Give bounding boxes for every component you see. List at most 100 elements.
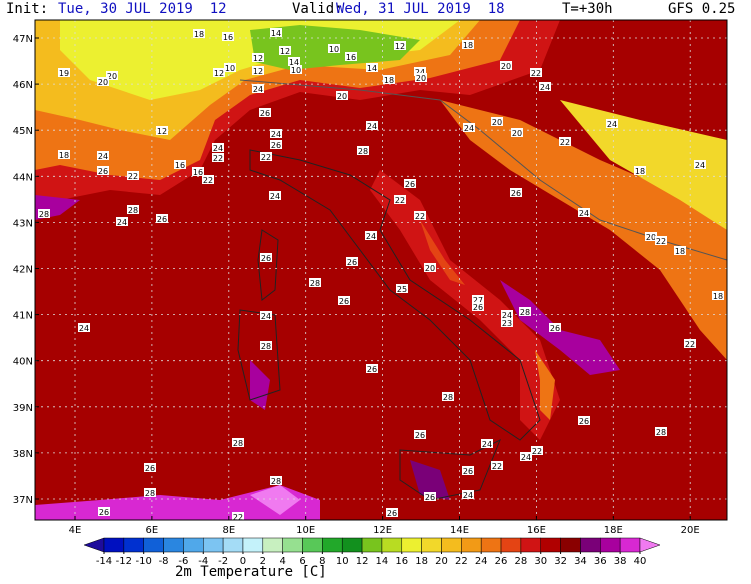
station-box xyxy=(415,73,427,82)
station-value: 16 xyxy=(175,161,185,170)
station-value: 28 xyxy=(656,428,666,437)
station-box xyxy=(396,284,408,293)
colorbar-cell xyxy=(381,537,403,553)
colorbar-cell xyxy=(262,537,283,553)
station-box xyxy=(531,446,543,455)
station-value: 24 xyxy=(579,209,589,218)
station-value: 18 xyxy=(463,41,473,50)
lat-label: 38N xyxy=(13,449,33,460)
station-value: 22 xyxy=(531,69,541,78)
lat-label: 44N xyxy=(13,172,33,183)
colorbar-cell xyxy=(441,537,462,553)
station-box xyxy=(156,126,168,135)
station-value: 24 xyxy=(540,83,550,92)
station-value: 22 xyxy=(685,340,695,349)
station-value: 28 xyxy=(145,489,155,498)
station-value: 24 xyxy=(117,218,127,227)
colorbar-label: 32 xyxy=(554,556,567,567)
station-box xyxy=(97,166,109,175)
station-box xyxy=(346,257,358,266)
station-value: 14 xyxy=(271,29,281,38)
colorbar-label: 8 xyxy=(319,556,325,567)
colorbar-label: 18 xyxy=(415,556,428,567)
lat-label: 39N xyxy=(13,403,33,414)
station-value: 20 xyxy=(501,62,511,71)
station-value: 24 xyxy=(415,68,425,77)
colorbar-cell xyxy=(600,537,621,553)
station-box xyxy=(414,211,426,220)
station-value: 25 xyxy=(397,285,407,294)
station-box xyxy=(462,40,474,49)
station-box xyxy=(98,507,110,516)
colorbar-cell xyxy=(203,537,224,553)
lat-label: 46N xyxy=(13,80,33,91)
colorbar-cell xyxy=(520,537,541,553)
station-box xyxy=(462,490,474,499)
lon-label: 8E xyxy=(222,525,235,536)
station-value: 22 xyxy=(656,237,666,246)
station-box xyxy=(481,439,493,448)
lat-label: 42N xyxy=(13,265,33,276)
station-value: 28 xyxy=(261,342,271,351)
colorbar-label: -4 xyxy=(198,556,208,567)
station-box xyxy=(58,150,70,159)
station-box xyxy=(366,121,378,130)
station-value: 24 xyxy=(270,192,280,201)
colorbar-cell xyxy=(401,537,422,553)
lat-label: 45N xyxy=(13,126,33,137)
colorbar-cell xyxy=(341,537,363,553)
station-box xyxy=(58,68,70,77)
station-box xyxy=(232,512,244,521)
station-box xyxy=(213,68,225,77)
colorbar-cell xyxy=(480,537,502,553)
station-value: 24 xyxy=(366,232,376,241)
station-box xyxy=(366,63,378,72)
station-box xyxy=(645,232,657,241)
station-box xyxy=(366,364,378,373)
station-box xyxy=(694,160,706,169)
station-box xyxy=(472,295,484,304)
station-box xyxy=(500,61,512,70)
station-value: 19 xyxy=(59,69,69,78)
station-box xyxy=(116,217,128,226)
station-box xyxy=(144,463,156,472)
station-box xyxy=(290,65,302,74)
colorbar-label: -14 xyxy=(96,556,112,567)
station-box xyxy=(288,57,300,66)
station-box xyxy=(336,91,348,100)
colorbar: -14 -12 -10 -8 -6 -4 -2 0 2 4 6 8 10 12 14 16 18 20 22 24 26… xyxy=(83,537,661,567)
station-box xyxy=(232,438,244,447)
station-box xyxy=(394,41,406,50)
station-value: 26 xyxy=(473,303,483,312)
station-value: 22 xyxy=(560,138,570,147)
valid-time: Wed, 31 JUL 2019 18 xyxy=(336,1,505,17)
station-box xyxy=(414,430,426,439)
colorbar-cell xyxy=(242,537,264,553)
station-value: 22 xyxy=(261,153,271,162)
colorbar-label: -2 xyxy=(218,556,228,567)
station-box xyxy=(270,28,282,37)
station-value: 26 xyxy=(157,215,167,224)
station-box xyxy=(578,416,590,425)
station-value: 20 xyxy=(98,78,108,87)
station-value: 26 xyxy=(511,189,521,198)
station-value: 26 xyxy=(260,109,270,118)
station-value: 24 xyxy=(463,491,473,500)
lon-label: 14E xyxy=(450,525,469,536)
station-value: 26 xyxy=(145,464,155,473)
station-box xyxy=(38,209,50,218)
station-box xyxy=(260,253,272,262)
station-box xyxy=(386,508,398,517)
station-box xyxy=(174,160,186,169)
station-value: 18 xyxy=(635,167,645,176)
lon-label: 20E xyxy=(681,525,700,536)
station-value: 28 xyxy=(443,393,453,402)
colorbar-label: -6 xyxy=(178,556,188,567)
colorbar-cell xyxy=(500,537,522,553)
station-box xyxy=(78,323,90,332)
station-box xyxy=(655,236,667,245)
station-value: 24 xyxy=(98,152,108,161)
colorbar-label: 22 xyxy=(455,556,468,567)
station-box xyxy=(491,461,503,470)
